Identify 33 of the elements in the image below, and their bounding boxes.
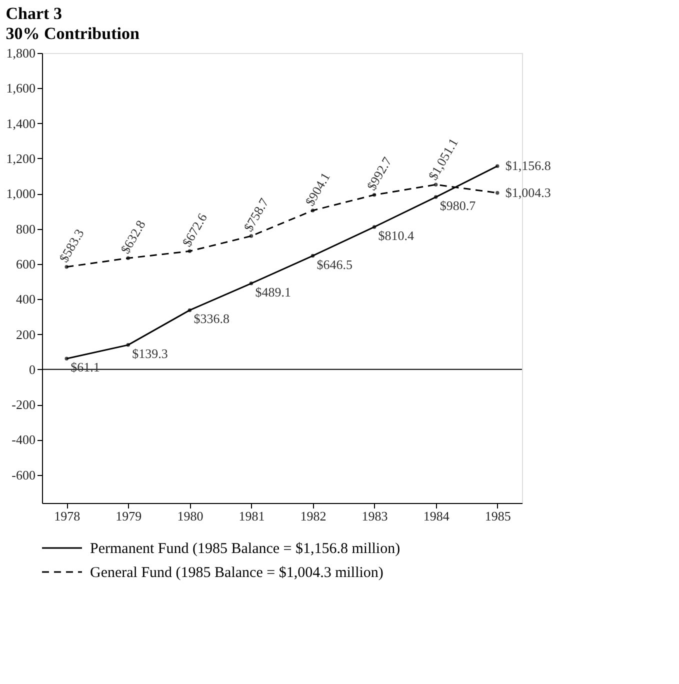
chart-subtitle: 30% Contribution <box>6 24 140 43</box>
y-tick-label: 1,000 <box>6 186 36 202</box>
chart-title: Chart 3 <box>6 4 62 23</box>
x-tick-label: 1978 <box>54 508 80 524</box>
data-label: $980.7 <box>440 198 476 214</box>
y-tick-label: 1,600 <box>6 80 36 96</box>
y-tick-label: 1,400 <box>6 116 36 131</box>
data-label: $139.3 <box>132 346 168 361</box>
x-tick-label: 1982 <box>300 508 326 524</box>
data-label: $1,004.3 <box>505 184 551 200</box>
x-tick-label: 1985 <box>484 508 511 524</box>
x-tick-label: 1983 <box>362 508 388 524</box>
data-label: $646.5 <box>316 256 353 272</box>
legend-label: General Fund (1985 Balance = $1,004.3 million) <box>90 565 384 581</box>
y-tick-label: -600 <box>12 467 36 482</box>
y-tick-label: 200 <box>16 326 36 342</box>
y-tick-label: 800 <box>16 221 36 236</box>
data-label: $1,156.8 <box>505 158 551 174</box>
y-tick-label: 1,200 <box>6 150 36 166</box>
y-tick-label: 400 <box>16 292 36 307</box>
data-label: $489.1 <box>255 284 291 300</box>
x-tick-label: 1979 <box>116 508 142 524</box>
y-tick-label: -200 <box>12 397 36 412</box>
data-label: $810.4 <box>378 228 415 243</box>
x-tick-label: 1980 <box>177 508 204 524</box>
y-tick-label: -400 <box>12 432 36 448</box>
y-tick-label: 0 <box>29 362 36 377</box>
x-tick-label: 1984 <box>423 508 450 524</box>
y-tick-label: 1,800 <box>6 46 36 60</box>
data-label: $336.8 <box>194 311 230 326</box>
x-tick-label: 1981 <box>238 508 265 524</box>
y-tick-label: 600 <box>16 256 36 272</box>
legend-label: Permanent Fund (1985 Balance = $1,156.8 million) <box>90 541 400 557</box>
